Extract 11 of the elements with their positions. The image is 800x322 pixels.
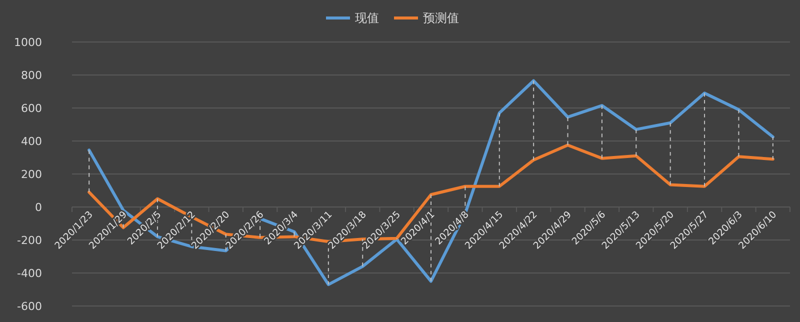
legend-label: 预测值 xyxy=(423,11,459,25)
y-tick-label: -600 xyxy=(17,300,42,313)
legend-label: 现值 xyxy=(355,11,379,25)
y-tick-label: 0 xyxy=(35,201,42,214)
y-tick-label: -400 xyxy=(17,267,42,280)
y-tick-label: 200 xyxy=(21,168,42,181)
y-tick-label: 1000 xyxy=(14,36,42,49)
y-tick-label: 400 xyxy=(21,135,42,148)
y-tick-label: -200 xyxy=(17,234,42,247)
y-tick-label: 800 xyxy=(21,69,42,82)
y-tick-label: 600 xyxy=(21,102,42,115)
